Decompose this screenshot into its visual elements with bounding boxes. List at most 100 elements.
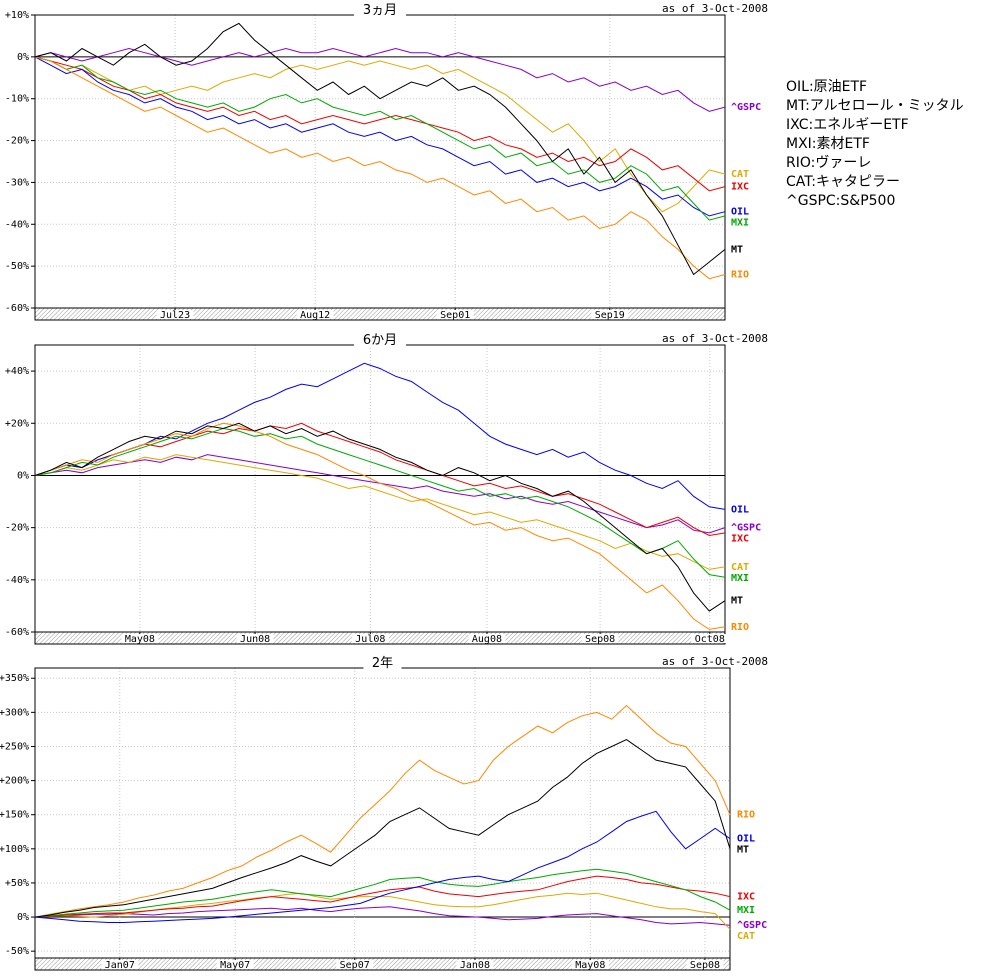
- y-axis-label: -20%: [5, 136, 29, 147]
- series-label-CAT: CAT: [731, 562, 749, 573]
- plot-border: [34, 344, 726, 633]
- x-axis-label: Aug08: [472, 634, 502, 645]
- series-line-CAT: [34, 454, 726, 570]
- series-line-OIL: [34, 56, 726, 217]
- series-line-IXC: [34, 422, 726, 537]
- y-axis-label: -40%: [5, 219, 29, 230]
- y-axis-label: -60%: [5, 627, 29, 638]
- series-label-IXC: IXC: [731, 534, 749, 545]
- series-label-^GSPC: ^GSPC: [731, 523, 761, 534]
- x-axis-label: Sep07: [340, 960, 370, 971]
- as-of-label: as of 3-Oct-2008: [662, 332, 768, 345]
- x-axis-label: May08: [125, 634, 155, 645]
- series-label-IXC: IXC: [731, 182, 749, 193]
- series-line-MT: [34, 739, 731, 918]
- y-axis-label: -60%: [5, 303, 29, 314]
- series-line-^GSPC: [34, 906, 731, 926]
- series-label-MT: MT: [731, 244, 743, 255]
- legend-line: OIL:原油ETF: [786, 79, 868, 95]
- y-axis-label: +40%: [5, 366, 29, 377]
- chart-2-years: +350% +300% +250% +200% +150% +100% +50% 0% -50%…: [0, 655, 768, 971]
- x-axis-band: [34, 307, 726, 321]
- x-axis-label: Aug12: [300, 310, 330, 321]
- chart-title: 2年: [372, 656, 393, 671]
- series-label-OIL: OIL: [731, 504, 749, 515]
- y-axis-label: +20%: [5, 418, 29, 429]
- y-axis-label: -10%: [5, 94, 29, 105]
- y-axis-label: +300%: [0, 707, 29, 718]
- x-axis-label: Sep08: [585, 634, 615, 645]
- series-label-IXC: IXC: [737, 892, 755, 903]
- series-line-CAT: [34, 56, 726, 213]
- x-axis-label: Jul08: [355, 634, 385, 645]
- legend-line: MT:アルセロール・ミッタル: [786, 98, 964, 114]
- x-axis-label: Jan08: [460, 960, 490, 971]
- series-line-MXI: [34, 868, 731, 918]
- series-label-OIL: OIL: [731, 207, 749, 218]
- series-line-RIO: [34, 422, 726, 630]
- y-axis-label: 0%: [17, 470, 29, 481]
- series-label-^GSPC: ^GSPC: [737, 920, 767, 931]
- legend-line: RIO:ヴァーレ: [786, 155, 872, 171]
- y-axis-label: -50%: [5, 946, 29, 957]
- series-label-MXI: MXI: [731, 573, 749, 584]
- chart-title: 3ヵ月: [363, 3, 397, 18]
- x-axis-label: Jul23: [160, 310, 190, 321]
- series-line-RIO: [34, 56, 726, 280]
- y-axis-label: +150%: [0, 810, 29, 821]
- y-axis-label: -40%: [5, 575, 29, 586]
- y-axis-label: -50%: [5, 261, 29, 272]
- series-label-MXI: MXI: [731, 218, 749, 229]
- series-line-^GSPC: [34, 47, 726, 112]
- series-line-^GSPC: [34, 454, 726, 534]
- series-line-OIL: [34, 362, 726, 510]
- chart-6-months: +40% +20% 0% -20% -40% -60% May08 Jun08 Jul08 Aug…: [5, 332, 768, 645]
- series-label-RIO: RIO: [737, 810, 755, 821]
- series-label-OIL: OIL: [737, 834, 755, 845]
- y-axis-label: +10%: [5, 10, 29, 21]
- x-axis-label: Sep01: [440, 310, 470, 321]
- x-axis-label: Jan07: [105, 960, 135, 971]
- legend-line: CAT:キャタピラー: [786, 174, 900, 190]
- y-axis-label: 0%: [17, 52, 29, 63]
- y-axis-label: -20%: [5, 523, 29, 534]
- y-axis-label: +50%: [5, 878, 29, 889]
- y-axis-label: +250%: [0, 741, 29, 752]
- x-axis-label: Oct08: [695, 634, 725, 645]
- series-label-MXI: MXI: [737, 905, 755, 916]
- legend-line: IXC:エネルギーETF: [786, 117, 909, 133]
- series-label-MT: MT: [731, 596, 743, 607]
- series-label-RIO: RIO: [731, 622, 749, 633]
- x-axis-band: [34, 957, 731, 971]
- x-axis-label: Jun08: [240, 634, 270, 645]
- series-label-RIO: RIO: [731, 270, 749, 281]
- y-axis-label: 0%: [17, 912, 29, 923]
- x-axis-label: Sep19: [595, 310, 625, 321]
- as-of-label: as of 3-Oct-2008: [662, 655, 768, 668]
- chart-title: 6か月: [363, 333, 397, 348]
- series-line-OIL: [34, 810, 731, 923]
- chart-3-months: +10% 0% -10% -20% -30% -40% -50% -60% Jul23 Aug12…: [5, 2, 768, 321]
- series-line-MT: [34, 422, 726, 612]
- x-axis-label: May08: [575, 960, 605, 971]
- legend-line: MXI:素材ETF: [786, 136, 870, 152]
- series-line-IXC: [34, 875, 731, 918]
- series-line-IXC: [34, 56, 726, 192]
- y-axis-label: +100%: [0, 844, 29, 855]
- ticker-legend: OIL:原油ETF MT:アルセロール・ミッタル IXC:エネルギーETF MX…: [786, 78, 964, 211]
- series-label-MT: MT: [737, 845, 749, 856]
- y-axis-label: +350%: [0, 673, 29, 684]
- series-line-MT: [34, 22, 726, 276]
- series-line-MXI: [34, 56, 726, 221]
- x-axis-label: Sep08: [690, 960, 720, 971]
- as-of-label: as of 3-Oct-2008: [662, 2, 768, 15]
- y-axis-label: -30%: [5, 177, 29, 188]
- series-label-CAT: CAT: [731, 169, 749, 180]
- series-label-CAT: CAT: [737, 931, 755, 942]
- series-label-^GSPC: ^GSPC: [731, 102, 761, 113]
- x-axis-label: May07: [220, 960, 250, 971]
- series-line-MXI: [34, 427, 726, 578]
- y-axis-label: +200%: [0, 776, 29, 787]
- series-line-RIO: [34, 704, 731, 918]
